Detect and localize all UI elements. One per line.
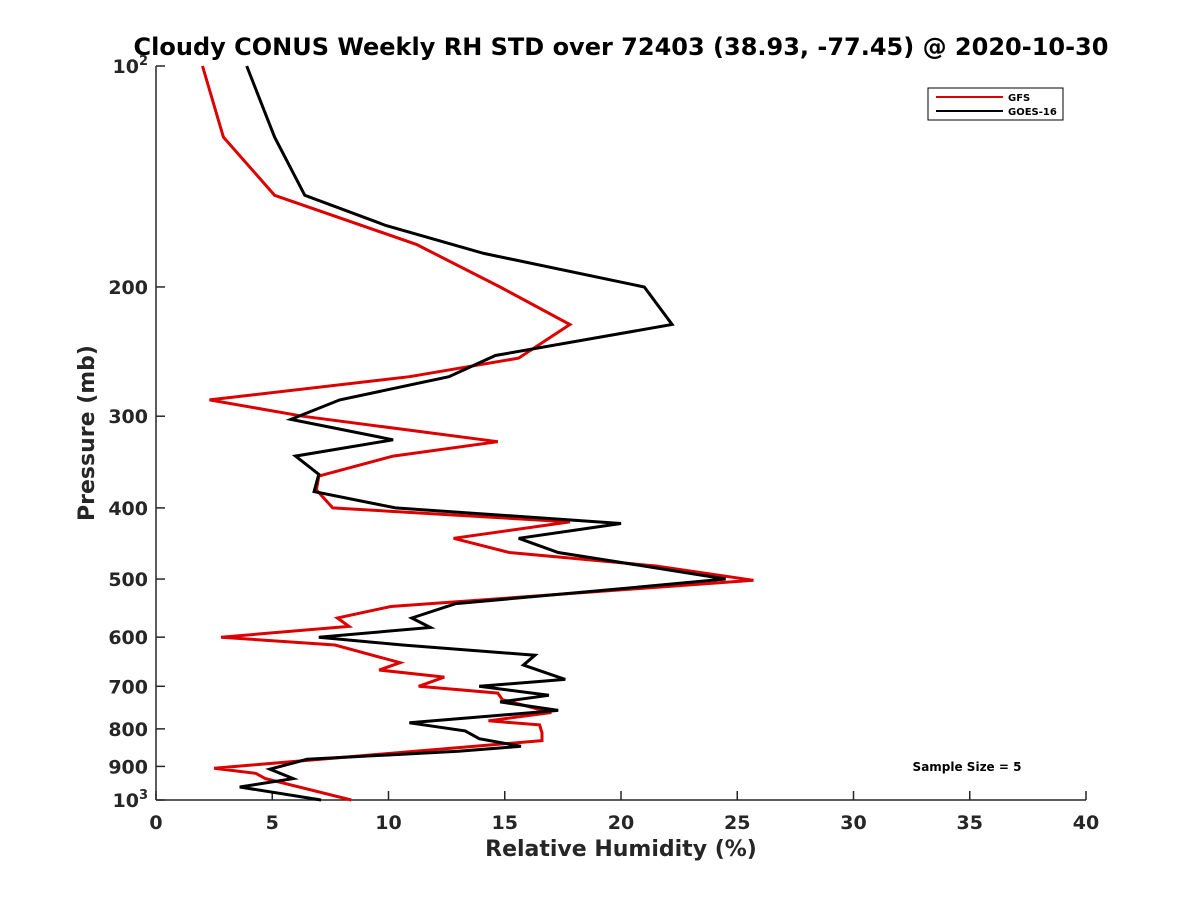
x-tick-label: 40 [1073,812,1099,834]
x-tick-label: 10 [375,812,401,834]
legend-label-goes16: GOES-16 [1008,107,1057,118]
y-tick-label: 300 [108,406,148,428]
y-ticks: 102 200 300 400 500 600 700 800 900 103 [108,54,165,812]
x-tick-label: 30 [840,812,866,834]
x-tick-label: 35 [957,812,983,834]
y-tick-label: 500 [108,569,148,591]
legend-box [927,87,1064,121]
y-tick-label: 103 [113,788,149,812]
x-axis-label: Relative Humidity (%) [485,837,757,862]
series-line-gfs [201,65,754,802]
x-tick-label: 15 [492,812,518,834]
legend-label-gfs: GFS [1008,93,1030,104]
x-tick-label: 25 [724,812,750,834]
series-layer [201,65,754,802]
x-ticks: 0 5 10 15 20 25 30 35 40 [149,791,1099,834]
y-tick-label: 800 [108,719,148,741]
y-tick-label: 200 [108,277,148,299]
y-axis-label: Pressure (mb) [75,345,100,521]
legend: GFS GOES-16 [927,87,1064,121]
y-tick-label: 600 [108,627,148,649]
sample-size-annotation: Sample Size = 5 [913,760,1022,774]
y-tick-label: 900 [108,756,148,778]
chart-title: Cloudy CONUS Weekly RH STD over 72403 (3… [134,33,1109,61]
y-tick-label: 400 [108,498,148,520]
y-tick-label: 700 [108,676,148,698]
x-tick-label: 0 [149,812,162,834]
x-tick-label: 5 [266,812,279,834]
y-tick-label: 102 [113,54,149,78]
series-line-goes16 [239,65,726,802]
x-tick-label: 20 [608,812,634,834]
